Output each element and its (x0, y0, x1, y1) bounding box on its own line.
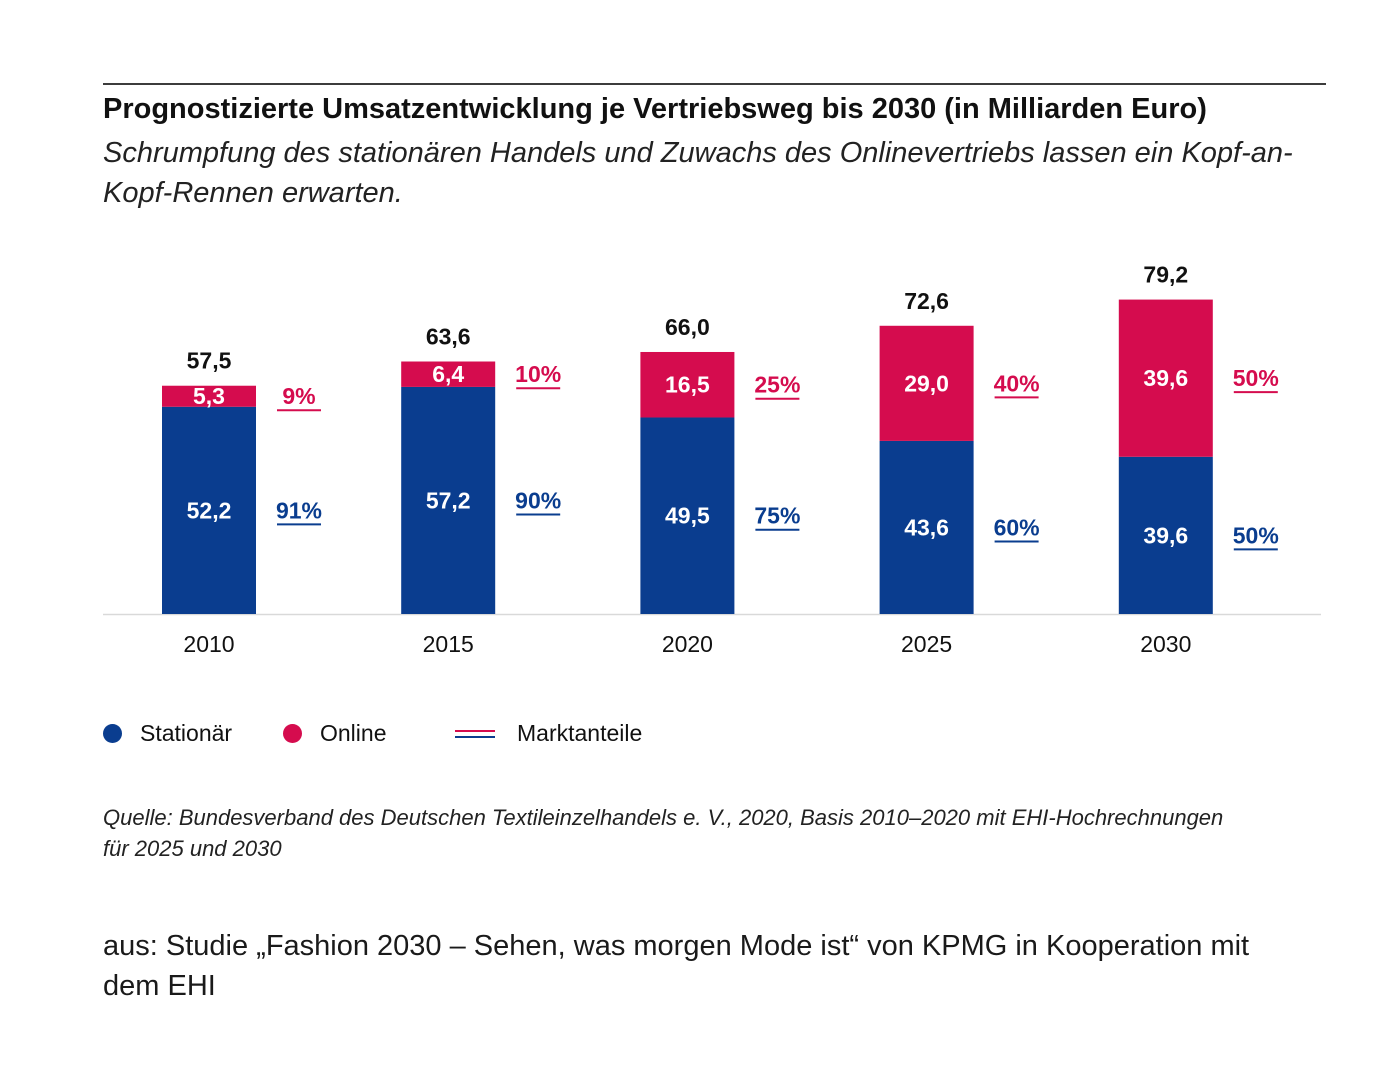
bar-stationaer-2030 (1118, 456, 1213, 614)
share-label-stationaer-2020: 75% (754, 503, 800, 529)
value-label-online-2010: 5,3 (193, 383, 225, 409)
value-label-stationaer-2020: 49,5 (665, 503, 710, 529)
bar-stationaer-2020 (640, 417, 735, 614)
total-label-2010: 57,5 (187, 348, 232, 374)
year-label-2015: 2015 (423, 631, 474, 657)
legend-swatch-stationaer-icon (103, 723, 122, 743)
total-label-2020: 66,0 (665, 314, 710, 340)
bar-online-2020 (640, 351, 735, 418)
bar-online-2025 (879, 325, 974, 441)
share-label-stationaer-2030: 50% (1233, 522, 1279, 548)
total-label-2025: 72,6 (904, 288, 949, 314)
value-label-online-2030: 39,6 (1143, 365, 1188, 391)
legend-swatch-online-icon (283, 723, 302, 743)
share-label-online-2010: 9% (282, 383, 315, 409)
legend-swatch-marktanteile-icon (455, 727, 495, 739)
value-label-stationaer-2010: 52,2 (187, 497, 232, 523)
top-rule (103, 83, 1326, 85)
legend-item-marktanteile: Marktanteile (455, 716, 642, 750)
legend-label-online: Online (320, 719, 387, 746)
chart-subtitle: Schrumpfung des stationären Handels und … (103, 137, 1293, 209)
value-label-online-2020: 16,5 (665, 372, 710, 398)
total-label-2030: 79,2 (1143, 262, 1188, 288)
value-label-stationaer-2030: 39,6 (1143, 522, 1188, 548)
value-label-online-2025: 29,0 (904, 370, 949, 396)
chart-title: Prognostizierte Umsatzentwicklung je Ver… (103, 93, 1207, 125)
bar-stationaer-2025 (879, 440, 974, 614)
share-label-online-2015: 10% (515, 361, 561, 387)
legend-item-stationaer: Stationär (103, 716, 232, 750)
share-label-stationaer-2015: 90% (515, 487, 561, 513)
bar-stationaer-2015 (401, 386, 496, 614)
study-credit: aus: Studie „Fashion 2030 – Sehen, was m… (103, 930, 1250, 1002)
share-label-stationaer-2025: 60% (994, 514, 1040, 540)
bar-online-2030 (1118, 299, 1213, 457)
share-label-online-2025: 40% (994, 370, 1040, 396)
value-label-stationaer-2015: 57,2 (426, 487, 471, 513)
legend-label-stationaer: Stationär (140, 719, 233, 746)
share-label-online-2020: 25% (754, 372, 800, 398)
bar-online-2010 (162, 385, 256, 407)
year-label-2010: 2010 (183, 631, 234, 657)
value-label-stationaer-2025: 43,6 (904, 514, 949, 540)
total-label-2015: 63,6 (426, 324, 471, 350)
bar-online-2015 (401, 361, 496, 387)
bar-stationaer-2010 (162, 406, 256, 614)
share-label-stationaer-2010: 91% (276, 497, 322, 523)
legend-label-marktanteile: Marktanteile (517, 719, 643, 746)
share-label-online-2030: 50% (1233, 365, 1279, 391)
value-label-online-2015: 6,4 (432, 361, 464, 387)
source-note: Quelle: Bundesverband des Deutschen Text… (103, 805, 1224, 861)
year-label-2025: 2025 (901, 631, 952, 657)
legend-item-online: Online (283, 716, 386, 750)
year-label-2020: 2020 (662, 631, 713, 657)
year-label-2030: 2030 (1140, 631, 1191, 657)
